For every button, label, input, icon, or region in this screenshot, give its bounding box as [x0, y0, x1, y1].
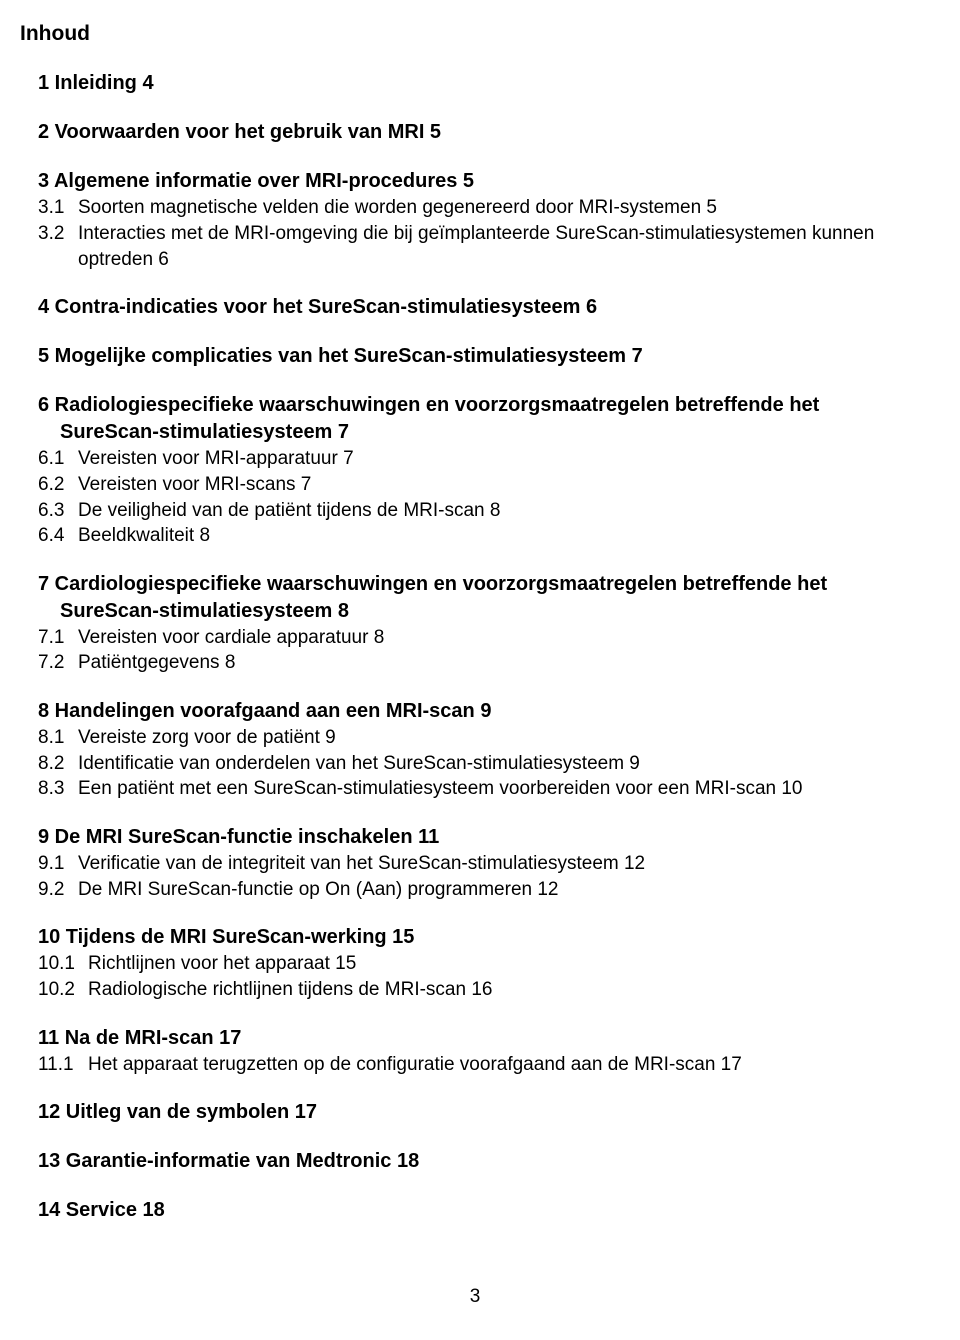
toc-section-heading: 4 Contra-indicaties voor het SureScan-st… — [20, 294, 930, 321]
toc-section: 9 De MRI SureScan-functie inschakelen 11… — [20, 824, 930, 902]
toc-section-heading: 13 Garantie-informatie van Medtronic 18 — [20, 1148, 930, 1175]
toc-subitem: 6.4Beeldkwaliteit 8 — [20, 523, 930, 549]
toc-subitem-text: Een patiënt met een SureScan-stimulaties… — [78, 778, 803, 799]
toc-section-heading: 5 Mogelijke complicaties van het SureSca… — [20, 343, 930, 370]
toc-section: 12 Uitleg van de symbolen 17 — [20, 1099, 930, 1126]
toc-subitem-number: 9.1 — [38, 851, 78, 877]
toc-subitem-text: Radiologische richtlijnen tijdens de MRI… — [88, 979, 492, 1000]
toc-subitem-text: Vereiste zorg voor de patiënt 9 — [78, 727, 336, 748]
toc-subitem-number: 3.2 — [38, 221, 78, 247]
toc-section: 10 Tijdens de MRI SureScan-werking 1510.… — [20, 924, 930, 1002]
toc-subitem: 6.3De veiligheid van de patiënt tijdens … — [20, 498, 930, 524]
toc-subitem-text: Het apparaat terugzetten op de configura… — [88, 1054, 742, 1075]
toc-subitem-text: Beeldkwaliteit 8 — [78, 525, 210, 546]
toc-subitem-text: Verificatie van de integriteit van het S… — [78, 853, 645, 874]
table-of-contents: 1 Inleiding 4 2 Voorwaarden voor het gebr… — [20, 70, 930, 1224]
toc-subitem-text: Vereisten voor MRI-scans 7 — [78, 474, 311, 495]
toc-subitem-number: 3.1 — [38, 195, 78, 221]
toc-subitem: 9.1Verificatie van de integriteit van he… — [20, 851, 930, 877]
toc-subitem-number: 6.1 — [38, 446, 78, 472]
toc-heading-line2: SureScan-stimulatiesysteem 8 — [38, 598, 930, 625]
toc-subitem-text: De MRI SureScan-functie op On (Aan) prog… — [78, 879, 559, 900]
toc-section-heading: 11 Na de MRI-scan 17 — [20, 1025, 930, 1052]
toc-section: 7 Cardiologiespecifieke waarschuwingen e… — [20, 571, 930, 676]
toc-subitem-text: De veiligheid van de patiënt tijdens de … — [78, 500, 500, 521]
toc-section: 11 Na de MRI-scan 1711.1Het apparaat ter… — [20, 1025, 930, 1078]
toc-subitem-text: Patiëntgegevens 8 — [78, 652, 235, 673]
toc-subitem: 10.2Radiologische richtlijnen tijdens de… — [20, 977, 930, 1003]
page-number: 3 — [20, 1284, 930, 1310]
toc-section-heading: 14 Service 18 — [20, 1197, 930, 1224]
toc-section: 4 Contra-indicaties voor het SureScan-st… — [20, 294, 930, 321]
toc-subitem: 9.2De MRI SureScan-functie op On (Aan) p… — [20, 877, 930, 903]
toc-subitem: 6.1Vereisten voor MRI-apparatuur 7 — [20, 446, 930, 472]
toc-subitem-number: 8.2 — [38, 751, 78, 777]
toc-subitem-text: Vereisten voor MRI-apparatuur 7 — [78, 448, 354, 469]
toc-section: 5 Mogelijke complicaties van het SureSca… — [20, 343, 930, 370]
toc-subitem-number: 6.3 — [38, 498, 78, 524]
toc-section-heading: 6 Radiologiespecifieke waarschuwingen en… — [20, 392, 930, 446]
toc-subitem-number: 9.2 — [38, 877, 78, 903]
toc-subitem: 6.2Vereisten voor MRI-scans 7 — [20, 472, 930, 498]
toc-section: 3 Algemene informatie over MRI-procedure… — [20, 168, 930, 272]
toc-section-heading: 12 Uitleg van de symbolen 17 — [20, 1099, 930, 1126]
toc-subitem: 8.3Een patiënt met een SureScan-stimulat… — [20, 776, 930, 802]
toc-subitem-text: Identificatie van onderdelen van het Sur… — [78, 753, 640, 774]
toc-heading-line1: 6 Radiologiespecifieke waarschuwingen en… — [38, 394, 819, 416]
toc-section-heading: 8 Handelingen voorafgaand aan een MRI-sc… — [20, 698, 930, 725]
toc-subitem-number: 8.3 — [38, 776, 78, 802]
toc-subitem: 11.1Het apparaat terugzetten op de confi… — [20, 1052, 930, 1078]
toc-section: 14 Service 18 — [20, 1197, 930, 1224]
toc-subitem: 8.2Identificatie van onderdelen van het … — [20, 751, 930, 777]
toc-subitem: 7.2Patiëntgegevens 8 — [20, 650, 930, 676]
toc-subitem: 7.1Vereisten voor cardiale apparatuur 8 — [20, 625, 930, 651]
toc-subitem-number: 7.1 — [38, 625, 78, 651]
toc-section-heading: 7 Cardiologiespecifieke waarschuwingen e… — [20, 571, 930, 625]
toc-subitem-number: 6.4 — [38, 523, 78, 549]
toc-section-heading: 2 Voorwaarden voor het gebruik van MRI 5 — [20, 119, 930, 146]
toc-section-heading: 9 De MRI SureScan-functie inschakelen 11 — [20, 824, 930, 851]
toc-subitem-text: Interacties met de MRI-omgeving die bij … — [78, 221, 928, 272]
toc-subitem-number: 8.1 — [38, 725, 78, 751]
toc-section-heading: 3 Algemene informatie over MRI-procedure… — [20, 168, 930, 195]
toc-heading-line2: SureScan-stimulatiesysteem 7 — [38, 419, 930, 446]
toc-section: 1 Inleiding 4 — [20, 70, 930, 97]
toc-section-heading: 1 Inleiding 4 — [20, 70, 930, 97]
toc-subitem: 10.1Richtlijnen voor het apparaat 15 — [20, 951, 930, 977]
toc-section: 6 Radiologiespecifieke waarschuwingen en… — [20, 392, 930, 549]
toc-section: 8 Handelingen voorafgaand aan een MRI-sc… — [20, 698, 930, 802]
toc-title: Inhoud — [20, 20, 930, 48]
toc-subitem-text: Soorten magnetische velden die worden ge… — [78, 197, 717, 218]
toc-subitem-number: 6.2 — [38, 472, 78, 498]
toc-heading-line1: 7 Cardiologiespecifieke waarschuwingen e… — [38, 573, 827, 595]
toc-section-heading: 10 Tijdens de MRI SureScan-werking 15 — [20, 924, 930, 951]
toc-subitem-number: 10.1 — [38, 951, 88, 977]
toc-subitem-number: 7.2 — [38, 650, 78, 676]
toc-subitem: 3.1Soorten magnetische velden die worden… — [20, 195, 930, 221]
toc-section: 13 Garantie-informatie van Medtronic 18 — [20, 1148, 930, 1175]
toc-subitem-text: Vereisten voor cardiale apparatuur 8 — [78, 627, 384, 648]
toc-subitem-number: 11.1 — [38, 1052, 88, 1078]
toc-subitem-number: 10.2 — [38, 977, 88, 1003]
toc-subitem: 8.1Vereiste zorg voor de patiënt 9 — [20, 725, 930, 751]
toc-section: 2 Voorwaarden voor het gebruik van MRI 5 — [20, 119, 930, 146]
toc-subitem: 3.2Interacties met de MRI-omgeving die b… — [20, 221, 930, 272]
toc-subitem-text: Richtlijnen voor het apparaat 15 — [88, 953, 356, 974]
